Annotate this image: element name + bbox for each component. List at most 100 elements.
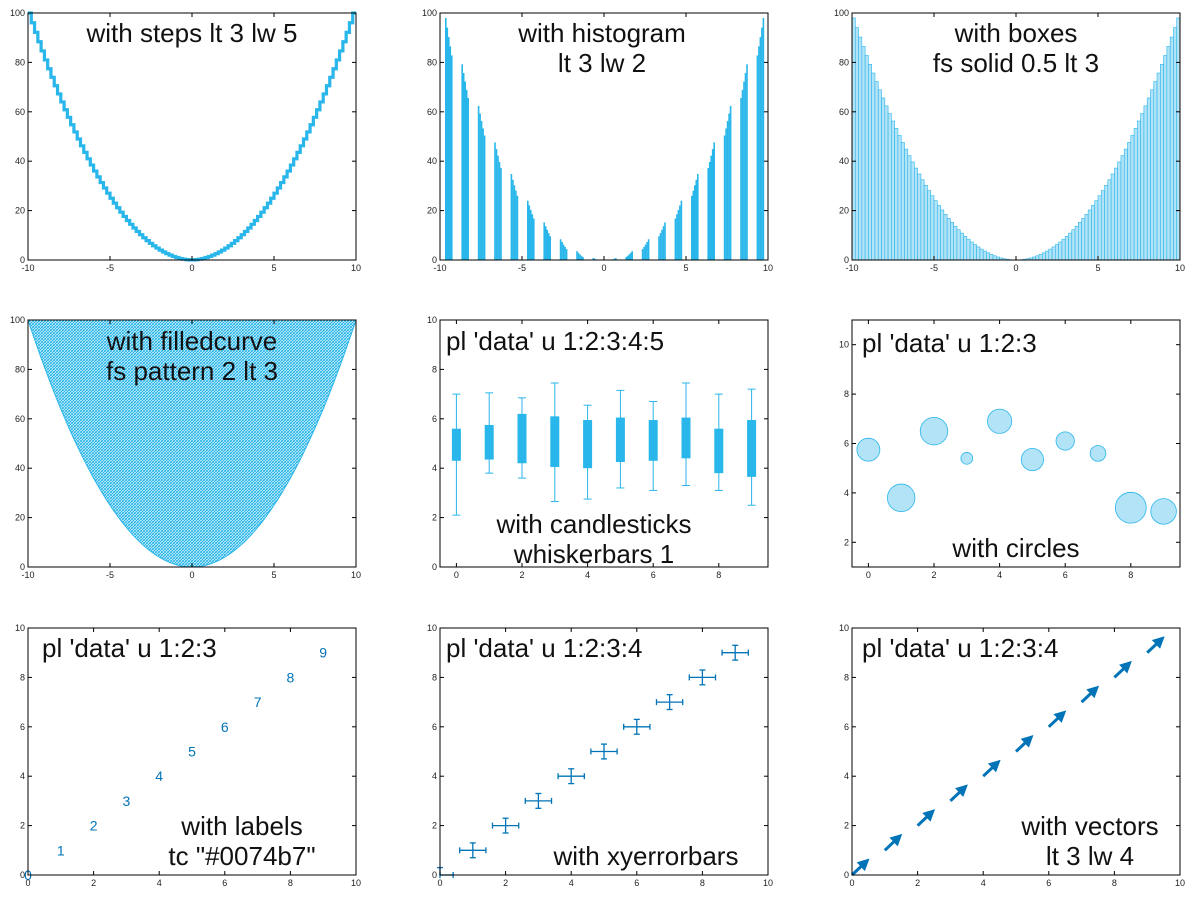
x-tick-label: 10 bbox=[763, 263, 773, 273]
x-tick-label: -10 bbox=[21, 570, 34, 580]
x-tick-label: 0 bbox=[849, 878, 854, 888]
panel-xyerrorbars: 0 2 4 6 8 10 0 2 4 6 8 10 pl 'data' u 1:2:3:4 with xy… bbox=[427, 623, 773, 888]
box-bar bbox=[1137, 120, 1141, 261]
x-tick-label: 8 bbox=[1112, 878, 1117, 888]
plot-annotation: with boxes bbox=[954, 18, 1078, 48]
histogram-bar bbox=[710, 155, 712, 260]
x-tick-label: 2 bbox=[915, 878, 920, 888]
histogram-bar bbox=[707, 168, 709, 260]
vector-arrow bbox=[982, 759, 1001, 778]
point-label: 2 bbox=[90, 818, 98, 834]
box-bar bbox=[1055, 244, 1059, 261]
point-label: 3 bbox=[123, 793, 131, 809]
histogram-bar bbox=[445, 17, 447, 261]
histogram-bar bbox=[713, 142, 715, 260]
plot-style-annotation: with xyerrorbars bbox=[553, 841, 739, 871]
error-bar bbox=[557, 768, 585, 785]
histogram-bar bbox=[726, 121, 729, 260]
histogram-bar bbox=[592, 258, 595, 260]
x-tick-label: 10 bbox=[351, 878, 361, 888]
box-bar bbox=[956, 229, 961, 261]
x-tick-label: 5 bbox=[271, 570, 276, 580]
y-tick-label: 4 bbox=[432, 463, 437, 473]
histogram-bar bbox=[500, 168, 502, 260]
histogram-bar bbox=[498, 161, 501, 260]
histogram-bar bbox=[674, 218, 677, 260]
box-bar bbox=[1104, 184, 1109, 261]
y-tick-label: 40 bbox=[839, 156, 849, 166]
data-circle bbox=[887, 483, 916, 513]
box-bar bbox=[874, 81, 879, 261]
x-tick-label: -5 bbox=[106, 570, 114, 580]
box-bar bbox=[868, 64, 872, 261]
histogram-bar bbox=[756, 55, 759, 261]
error-bar bbox=[721, 644, 749, 661]
box-bar bbox=[930, 195, 935, 261]
error-bar bbox=[524, 792, 553, 809]
plot-frame bbox=[27, 627, 357, 876]
x-tick-label: 0 bbox=[866, 570, 871, 580]
plot-frame bbox=[439, 319, 769, 568]
box-bar bbox=[864, 55, 869, 261]
box-bar bbox=[1127, 142, 1132, 261]
y-tick-label: 80 bbox=[15, 364, 25, 374]
error-bar bbox=[590, 743, 618, 760]
box-bar bbox=[1143, 105, 1148, 261]
box-bar bbox=[1133, 128, 1138, 261]
histogram-bar bbox=[708, 161, 711, 260]
vector-arrow bbox=[1080, 685, 1100, 704]
box-bar bbox=[936, 205, 941, 261]
x-tick-label: 10 bbox=[763, 878, 773, 888]
histogram-bar bbox=[564, 246, 566, 260]
plot-style-annotation: with circles bbox=[951, 533, 1079, 563]
y-tick-label: 100 bbox=[422, 8, 437, 18]
y-tick-label: 60 bbox=[427, 107, 437, 117]
candle-body bbox=[615, 417, 625, 463]
y-tick-label: 6 bbox=[844, 722, 849, 732]
x-tick-label: 2 bbox=[519, 570, 524, 580]
histogram-bar bbox=[510, 174, 513, 260]
histogram-bar bbox=[711, 149, 714, 260]
box-bar bbox=[986, 252, 991, 261]
y-tick-label: 80 bbox=[839, 57, 849, 67]
box-bar bbox=[1058, 241, 1063, 261]
box-bar bbox=[976, 246, 981, 261]
histogram-bar bbox=[451, 55, 453, 261]
x-tick-label: 0 bbox=[189, 263, 194, 273]
box-bar bbox=[1097, 195, 1102, 261]
vector-arrow bbox=[916, 809, 936, 827]
box-bar bbox=[1074, 225, 1079, 261]
histogram-bar bbox=[477, 105, 480, 260]
histogram-bar bbox=[479, 113, 481, 260]
box-bar bbox=[1163, 55, 1168, 261]
box-bar bbox=[1091, 205, 1096, 261]
histogram-bar bbox=[513, 185, 516, 260]
box-bar bbox=[1120, 155, 1125, 261]
vector-arrow bbox=[1047, 710, 1067, 728]
error-bar bbox=[688, 669, 717, 686]
histogram-bar bbox=[482, 128, 484, 260]
box-bar bbox=[1087, 209, 1092, 261]
histogram-bar bbox=[679, 205, 681, 260]
data-circle bbox=[1055, 431, 1075, 451]
y-tick-label: 6 bbox=[432, 722, 437, 732]
histogram-bar bbox=[494, 142, 496, 260]
box-bar bbox=[1146, 97, 1151, 261]
histogram-bar bbox=[626, 255, 629, 260]
panel-labels: 012345678902468100246810pl 'data' u 1:2:… bbox=[15, 623, 361, 888]
plot-command-annotation: pl 'data' u 1:2:3:4:5 bbox=[446, 326, 664, 356]
box-bar bbox=[1100, 190, 1105, 261]
box-bar bbox=[953, 225, 958, 261]
histogram-bar bbox=[562, 244, 565, 260]
steps-line bbox=[28, 11, 356, 262]
histogram-bar bbox=[577, 252, 580, 260]
data-circle bbox=[1150, 498, 1177, 525]
histogram-bar bbox=[576, 251, 578, 260]
data-circle bbox=[987, 408, 1013, 434]
histogram-bar bbox=[580, 255, 583, 260]
box-bar bbox=[1051, 246, 1056, 261]
box-bar bbox=[877, 89, 882, 261]
y-tick-label: 40 bbox=[15, 463, 25, 473]
x-tick-label: 0 bbox=[189, 570, 194, 580]
histogram-bar bbox=[662, 226, 665, 260]
